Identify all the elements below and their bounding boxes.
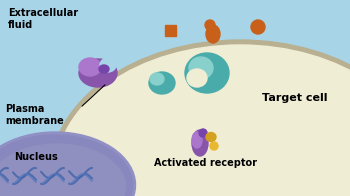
- Ellipse shape: [79, 59, 117, 87]
- Ellipse shape: [55, 45, 350, 196]
- Ellipse shape: [205, 20, 215, 30]
- Ellipse shape: [206, 132, 216, 142]
- Ellipse shape: [187, 69, 207, 87]
- Ellipse shape: [199, 129, 207, 137]
- Ellipse shape: [189, 57, 213, 79]
- Text: Extracellular
fluid: Extracellular fluid: [8, 8, 78, 30]
- Ellipse shape: [0, 135, 133, 196]
- Ellipse shape: [79, 58, 101, 76]
- Ellipse shape: [0, 132, 135, 196]
- Text: Activated receptor: Activated receptor: [154, 158, 257, 168]
- Ellipse shape: [150, 73, 164, 85]
- Ellipse shape: [185, 53, 229, 93]
- Ellipse shape: [100, 58, 116, 72]
- Ellipse shape: [206, 25, 220, 43]
- Ellipse shape: [149, 72, 175, 94]
- Ellipse shape: [99, 65, 109, 73]
- Text: Plasma
membrane: Plasma membrane: [5, 104, 64, 126]
- Polygon shape: [165, 25, 176, 36]
- Ellipse shape: [0, 144, 126, 196]
- Text: Target cell: Target cell: [262, 93, 328, 103]
- Ellipse shape: [192, 132, 202, 148]
- Ellipse shape: [50, 40, 350, 196]
- Text: Nucleus: Nucleus: [14, 152, 58, 162]
- Circle shape: [251, 20, 265, 34]
- Ellipse shape: [192, 130, 208, 156]
- Ellipse shape: [210, 142, 218, 150]
